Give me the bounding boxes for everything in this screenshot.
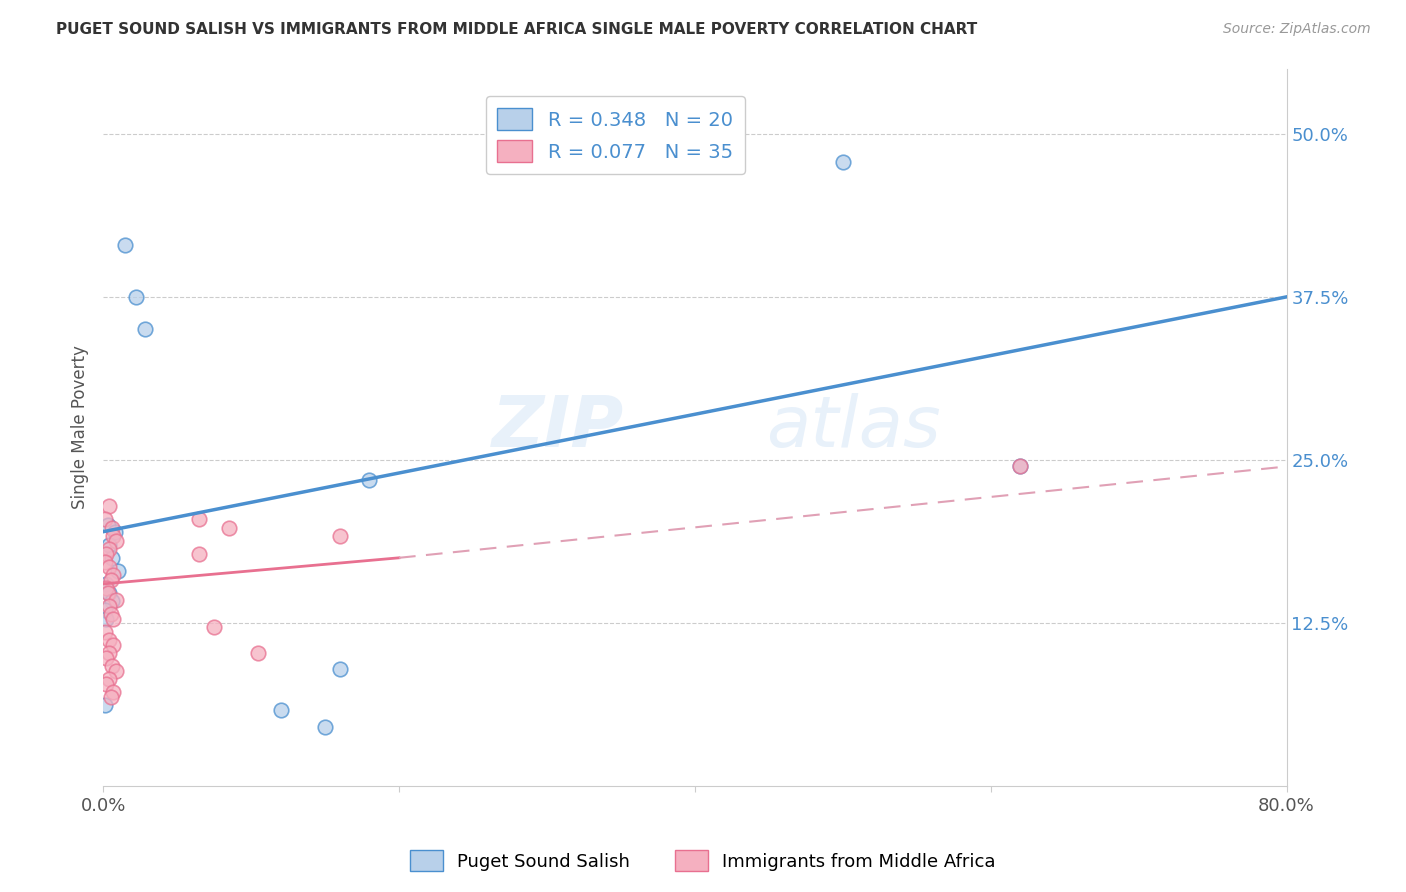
Point	[94, 651, 117, 665]
Point	[114, 237, 136, 252]
Point	[94, 612, 117, 626]
Point	[98, 646, 121, 660]
Point	[98, 499, 121, 513]
Text: atlas: atlas	[766, 392, 941, 462]
Point	[98, 632, 121, 647]
Point	[218, 521, 240, 535]
Point	[98, 599, 121, 613]
Point	[97, 518, 120, 533]
Point	[1010, 459, 1032, 474]
Point	[105, 533, 128, 548]
Point	[94, 677, 117, 691]
Legend: R = 0.348   N = 20, R = 0.077   N = 35: R = 0.348 N = 20, R = 0.077 N = 35	[485, 96, 745, 174]
Point	[329, 662, 352, 676]
Text: PUGET SOUND SALISH VS IMMIGRANTS FROM MIDDLE AFRICA SINGLE MALE POVERTY CORRELAT: PUGET SOUND SALISH VS IMMIGRANTS FROM MI…	[56, 22, 977, 37]
Text: Source: ZipAtlas.com: Source: ZipAtlas.com	[1223, 22, 1371, 37]
Point	[98, 560, 121, 574]
Point	[100, 573, 122, 587]
Point	[103, 685, 125, 699]
Point	[103, 567, 125, 582]
Point	[101, 594, 124, 608]
Point	[124, 290, 146, 304]
Point	[103, 638, 125, 652]
Point	[93, 603, 115, 617]
Point	[93, 625, 115, 640]
Point	[101, 659, 124, 673]
Point	[104, 524, 127, 539]
Point	[270, 703, 292, 717]
Point	[100, 690, 122, 705]
Point	[98, 538, 121, 552]
Text: ZIP: ZIP	[492, 392, 624, 462]
Point	[98, 586, 121, 600]
Point	[188, 547, 211, 561]
Point	[134, 322, 156, 336]
Point	[247, 646, 270, 660]
Legend: Puget Sound Salish, Immigrants from Middle Africa: Puget Sound Salish, Immigrants from Midd…	[404, 843, 1002, 879]
Point	[359, 473, 381, 487]
Point	[93, 698, 115, 713]
Y-axis label: Single Male Poverty: Single Male Poverty	[72, 345, 89, 509]
Point	[831, 155, 853, 169]
Point	[105, 592, 128, 607]
Point	[314, 721, 336, 735]
Point	[188, 511, 211, 525]
Point	[202, 620, 225, 634]
Point	[103, 612, 125, 626]
Point	[98, 541, 121, 556]
Point	[94, 577, 117, 591]
Point	[103, 528, 125, 542]
Point	[101, 521, 124, 535]
Point	[329, 528, 352, 542]
Point	[105, 665, 128, 679]
Point	[98, 672, 121, 686]
Point	[101, 550, 124, 565]
Point	[97, 586, 120, 600]
Point	[93, 555, 115, 569]
Point	[93, 511, 115, 525]
Point	[1010, 459, 1032, 474]
Point	[107, 564, 129, 578]
Point	[100, 607, 122, 621]
Point	[94, 547, 117, 561]
Point	[94, 581, 117, 595]
